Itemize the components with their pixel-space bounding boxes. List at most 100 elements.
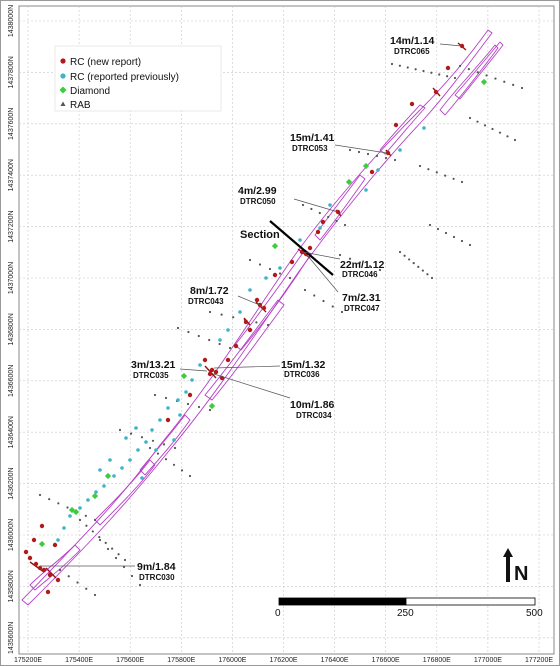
rc-previous-hole — [166, 406, 170, 410]
rab-hole — [491, 127, 494, 131]
rc-previous-hole — [172, 438, 176, 442]
rab-hole — [453, 76, 457, 80]
rc-previous-hole — [112, 474, 116, 478]
easting-label: 175600E — [116, 657, 144, 664]
rc-new-hole — [409, 101, 415, 107]
rab-hole — [378, 268, 382, 272]
rab-hole — [301, 203, 305, 207]
scale-label: 500 — [526, 608, 543, 619]
rc-new-hole — [45, 589, 51, 595]
rab-hole — [458, 64, 462, 68]
rab-hole — [85, 524, 88, 527]
northing-label: 1436000N — [8, 519, 15, 551]
annotation-value: 4m/2.99 — [238, 185, 277, 197]
annotation-value: 15m/1.41 — [290, 132, 335, 144]
map-grid — [19, 6, 554, 654]
rab-hole — [118, 428, 122, 432]
rab-hole — [368, 265, 372, 268]
legend-rc-previous-symbol — [60, 73, 66, 79]
zone-outline-south-2 — [94, 459, 156, 526]
rab-hole — [403, 254, 406, 257]
drill-intercept-annotations: 14m/1.14 DTRC065 15m/1.41 DTRC053 4m/2.9… — [131, 35, 435, 582]
rc-previous-hole — [376, 168, 380, 172]
rc-new-hole — [369, 169, 375, 175]
rab-hole — [318, 211, 321, 215]
rab-hole — [331, 305, 334, 308]
rc-new-hole — [207, 371, 213, 377]
rc-new-hole — [272, 272, 278, 278]
rc-new-hole — [254, 297, 260, 303]
rab-hole — [446, 75, 449, 78]
north-arrow: N — [503, 548, 528, 585]
rab-hole — [412, 262, 415, 265]
rab-hole — [186, 402, 190, 406]
drill-trace — [45, 567, 57, 579]
rab-hole — [220, 313, 223, 316]
rc-new-hole — [261, 305, 267, 311]
rab-hole — [414, 68, 417, 71]
rc-previous-hole — [184, 390, 188, 394]
leader-dtrc053 — [334, 144, 388, 154]
zone-outline-north-2 — [454, 41, 504, 100]
rc-new-hole — [165, 417, 171, 423]
legend-label: Diamond — [70, 86, 110, 97]
rc-new-holes — [23, 43, 465, 595]
annotation-value: 14m/1.14 — [390, 35, 435, 47]
rab-hole — [218, 342, 221, 346]
rab-hole — [513, 138, 517, 142]
rab-hole — [104, 541, 107, 544]
rab-hole — [208, 310, 212, 314]
scale-bar-black-segment — [278, 597, 407, 606]
northing-labels: 1438000N 1437800N 1437600N 1437400N 1437200N… — [8, 5, 15, 654]
rc-previous-hole — [318, 226, 322, 230]
rc-new-hole — [202, 357, 208, 363]
rab-hole — [98, 538, 102, 542]
rab-hole — [506, 135, 509, 138]
leader-dtrc065 — [439, 43, 463, 47]
rab-hole — [503, 80, 506, 83]
rab-hole — [268, 267, 272, 271]
rc-new-hole — [225, 357, 231, 363]
rc-new-hole — [33, 561, 39, 567]
rc-new-hole — [320, 219, 326, 225]
rab-hole — [48, 498, 51, 501]
rab-hole — [91, 530, 94, 533]
rc-previous-hole — [154, 448, 158, 452]
rab-hole — [38, 493, 42, 497]
rc-previous-hole — [190, 378, 194, 382]
easting-label: 176800E — [423, 657, 451, 664]
rc-previous-hole — [176, 398, 180, 402]
rab-hole — [151, 439, 155, 442]
rc-previous-hole — [238, 310, 242, 314]
northing-label: 1437600N — [8, 108, 15, 140]
annotation-hole-id: DTRC046 — [342, 270, 378, 279]
annotation-hole-id: DTRC050 — [240, 197, 276, 206]
rab-hole — [114, 556, 118, 560]
rc-new-hole — [289, 259, 295, 265]
rc-previous-hole — [56, 538, 60, 542]
rab-hole — [427, 168, 430, 171]
northing-label: 1437400N — [8, 159, 15, 191]
annotation-hole-id: DTRC047 — [344, 304, 380, 313]
northing-label: 1437000N — [8, 262, 15, 294]
rab-hole — [485, 74, 488, 77]
rab-hole — [122, 565, 126, 569]
rab-hole — [426, 273, 429, 276]
rab-hole — [176, 326, 180, 330]
rc-new-hole — [247, 327, 253, 333]
northing-label: 1436600N — [8, 365, 15, 397]
rc-previous-holes — [56, 126, 426, 542]
rc-previous-hole — [108, 458, 112, 462]
north-label: N — [514, 563, 528, 585]
rab-hole — [76, 581, 79, 584]
rc-previous-hole — [134, 426, 138, 430]
northing-label: 1436200N — [8, 467, 15, 499]
annotation-hole-id: DTRC035 — [133, 371, 169, 380]
rab-hole — [130, 574, 134, 578]
rab-hole — [390, 62, 394, 66]
rc-new-hole — [187, 392, 193, 398]
rab-hole — [436, 227, 440, 231]
rab-hole — [140, 436, 144, 439]
rc-previous-hole — [218, 338, 222, 342]
